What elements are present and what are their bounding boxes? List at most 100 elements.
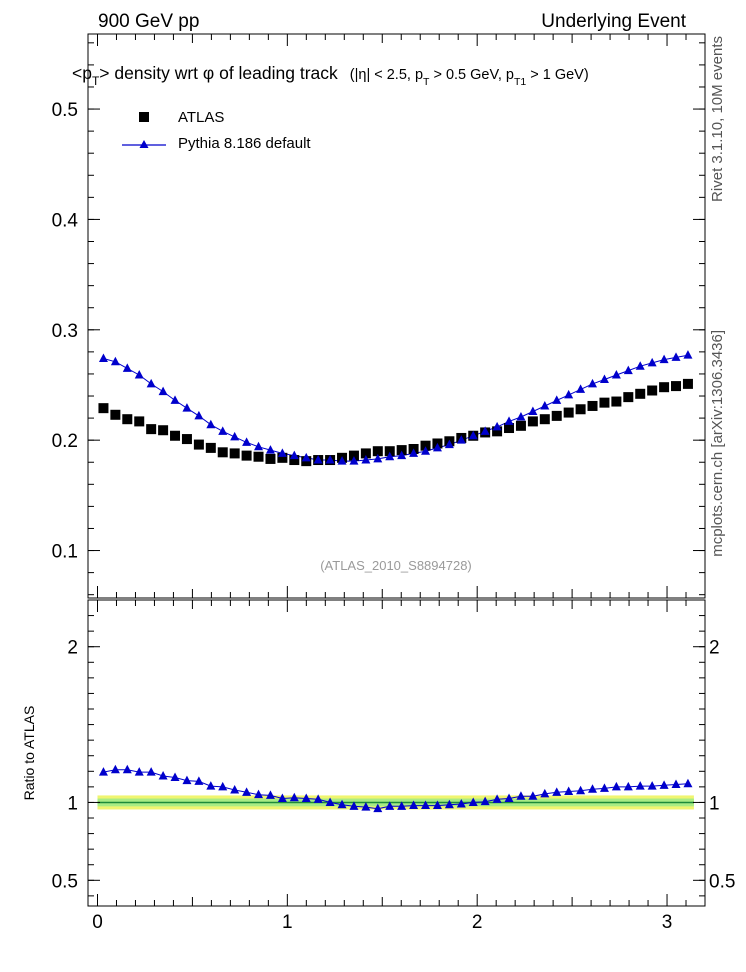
pythia-point: [671, 352, 681, 361]
ratio-pythia-point: [254, 789, 264, 799]
pythia-point: [492, 421, 502, 431]
legend-pythia-marker: [139, 140, 149, 148]
ratio-pythia-point: [552, 787, 562, 796]
ratio-pythia-point: [361, 802, 371, 811]
ratio-pythia-point: [576, 785, 586, 795]
atlas-point: [229, 448, 240, 459]
mcplots-label: mcplots.cern.ch [arXiv:1306.3436]: [709, 330, 726, 557]
pythia-point: [158, 386, 168, 396]
atlas-point: [384, 446, 395, 457]
y-tick-label-right: 2: [709, 638, 720, 659]
pythia-point: [397, 450, 407, 460]
atlas-point: [659, 382, 670, 393]
atlas-point: [193, 439, 204, 450]
pythia-point: [432, 442, 442, 452]
ratio-pythia-point: [635, 781, 645, 790]
ratio-pythia-point: [432, 800, 442, 810]
atlas-point: [205, 442, 216, 453]
pythia-point: [611, 370, 621, 379]
title-cut-sub-b: T1: [514, 76, 526, 88]
atlas-point: [551, 410, 562, 421]
atlas-point: [515, 420, 526, 431]
y-tick-label: 2: [67, 638, 78, 659]
pythia-point: [110, 356, 120, 366]
pythia-point: [480, 426, 490, 435]
ratio-pythia-point: [683, 778, 693, 788]
ratio-pythia-point: [230, 784, 240, 794]
ratio-pythia-point: [480, 796, 490, 806]
atlas-point: [492, 426, 503, 437]
pythia-point: [588, 378, 598, 388]
pythia-point: [265, 445, 275, 454]
atlas-point: [265, 453, 276, 464]
atlas-point: [635, 388, 646, 399]
title-cut-b: > 0.5 GeV, p: [429, 67, 514, 83]
atlas-point: [539, 414, 550, 425]
ratio-pythia-point: [182, 775, 192, 785]
ratio-pythia-point: [516, 791, 526, 800]
pythia-point: [134, 370, 144, 379]
ratio-pythia-point: [373, 803, 383, 813]
pythia-point: [385, 451, 395, 461]
atlas-point: [372, 446, 383, 457]
pythia-point: [528, 406, 538, 415]
pythia-point: [576, 384, 586, 393]
atlas-point: [158, 425, 169, 436]
main-panel: 0.1 0.2 0.3 0.4 0.5: [52, 33, 706, 599]
atlas-point: [110, 409, 121, 420]
y-tick-label: 0.5: [52, 100, 78, 121]
atlas-point: [671, 381, 682, 392]
pythia-point: [194, 410, 204, 420]
ratio-axis-title: Ratio to ATLAS: [21, 706, 37, 801]
y-tick-label: 1: [67, 793, 78, 814]
plot-title: <pT> density wrt φ of leading track (|η| …: [72, 63, 589, 88]
ratio-pythia-point: [146, 767, 156, 776]
y-tick-label-right: 1: [709, 793, 720, 814]
atlas-point: [98, 403, 109, 414]
y-tick-label: 0.4: [52, 210, 79, 231]
pythia-point: [170, 395, 180, 404]
ratio-pythia-point: [110, 764, 120, 774]
pythia-point: [289, 450, 299, 460]
atlas-point: [504, 423, 515, 434]
ratio-pythia-point: [122, 764, 132, 774]
pythia-point: [564, 389, 574, 399]
pythia-point: [301, 452, 311, 462]
ratio-pythia-point: [325, 797, 335, 806]
title-cut-a: (|η| < 2.5, p: [350, 67, 423, 83]
pythia-point: [409, 448, 419, 457]
ratio-pythia-point: [313, 794, 323, 803]
plot-frame: [87, 33, 706, 599]
pythia-point: [206, 419, 216, 429]
pythia-point: [552, 395, 562, 404]
ratio-pythia-point: [540, 788, 550, 798]
pythia-point: [277, 448, 287, 457]
atlas-point: [170, 430, 181, 441]
atlas-point: [122, 414, 133, 425]
ratio-pythia-point: [289, 792, 299, 802]
ratio-pythia-point: [421, 800, 431, 810]
atlas-point: [575, 404, 586, 415]
ratio-pythia-point: [492, 794, 502, 803]
atlas-point: [241, 450, 252, 461]
pythia-point: [456, 435, 466, 444]
legend-atlas-marker: [139, 112, 149, 122]
pythia-point: [349, 456, 359, 465]
pythia-point: [659, 354, 669, 364]
x-tick-label: 2: [472, 912, 483, 933]
pythia-point: [516, 411, 526, 421]
ratio-pythia-point: [599, 783, 609, 792]
pythia-point: [468, 430, 478, 440]
atlas-point: [623, 392, 634, 403]
atlas-point: [599, 397, 610, 408]
ratio-pythia-point: [647, 781, 657, 790]
pythia-point: [98, 353, 108, 362]
pythia-point: [182, 403, 192, 412]
atlas-point: [289, 455, 300, 466]
atlas-point: [647, 385, 658, 396]
ratio-pythia-point: [134, 767, 144, 776]
atlas-point: [420, 440, 431, 451]
ratio-pythia-point: [659, 780, 669, 789]
x-tick-label: 1: [282, 912, 293, 933]
